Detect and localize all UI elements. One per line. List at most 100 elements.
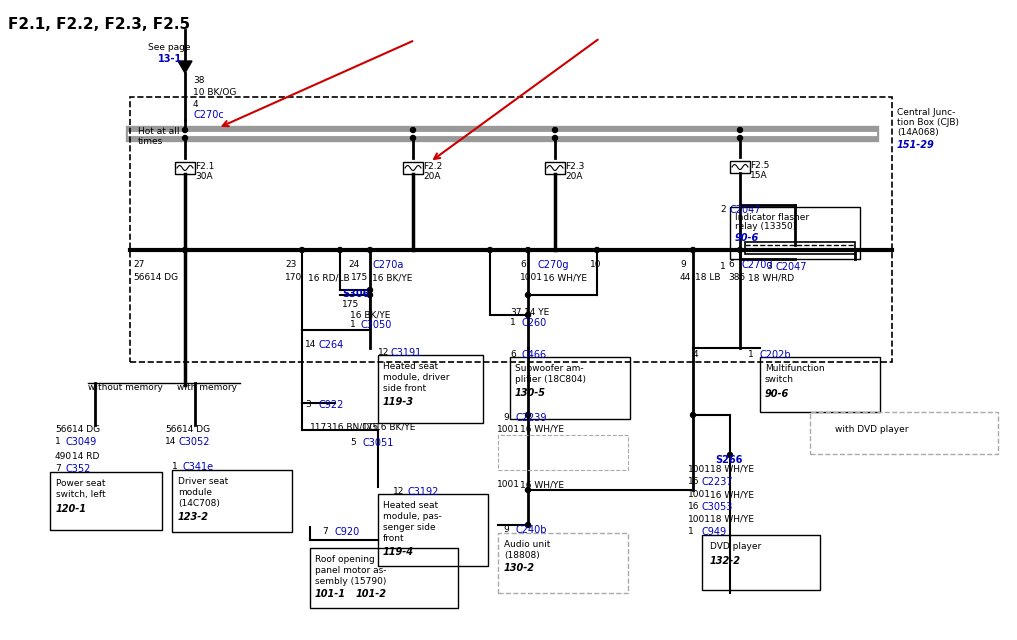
Text: C920: C920 [334, 527, 359, 537]
Bar [175, 162, 195, 174]
Text: 175: 175 [362, 423, 379, 432]
Text: switch: switch [765, 375, 794, 384]
Text: 101-2: 101-2 [356, 589, 387, 599]
Text: 3: 3 [305, 400, 311, 409]
Text: Power seat: Power seat [56, 479, 106, 488]
Text: (14A068): (14A068) [897, 128, 939, 137]
Text: C341e: C341e [182, 462, 214, 472]
Text: C3053: C3053 [702, 502, 733, 512]
Text: side front: side front [383, 384, 426, 393]
Text: Multifunction: Multifunction [765, 364, 825, 373]
Text: 6: 6 [510, 350, 516, 359]
Text: C3052: C3052 [178, 437, 210, 447]
Bar [403, 162, 423, 174]
Circle shape [367, 292, 372, 298]
Polygon shape [178, 61, 192, 73]
Text: C949: C949 [702, 527, 727, 537]
Text: 151-29: 151-29 [897, 140, 935, 150]
Text: 14 DG: 14 DG [182, 425, 211, 434]
Text: Central Junc-: Central Junc- [897, 108, 955, 117]
Text: 14 DG: 14 DG [149, 273, 178, 282]
Text: 1001: 1001 [687, 515, 711, 524]
Text: 18 LB: 18 LB [695, 273, 720, 282]
Text: F2.5: F2.5 [750, 161, 770, 170]
Text: with memory: with memory [177, 383, 237, 392]
Bar [172, 470, 292, 532]
Text: 16: 16 [687, 502, 700, 511]
Text: 1: 1 [510, 318, 516, 327]
Text: C270c: C270c [193, 110, 224, 120]
Text: 3: 3 [766, 262, 772, 271]
Circle shape [737, 136, 742, 141]
Text: 1: 1 [55, 437, 61, 446]
Text: 14: 14 [305, 340, 316, 349]
Text: plifier (18C804): plifier (18C804) [515, 375, 586, 384]
Bar [498, 533, 629, 593]
Text: 1173: 1173 [310, 423, 333, 432]
Circle shape [737, 248, 742, 253]
Text: 16 BK/YE: 16 BK/YE [350, 310, 391, 319]
Text: 1001: 1001 [687, 465, 711, 474]
Circle shape [691, 413, 696, 417]
Text: 130-5: 130-5 [515, 388, 546, 398]
Text: 9: 9 [680, 260, 685, 269]
Text: F2.1: F2.1 [195, 162, 215, 171]
Text: switch, left: switch, left [56, 490, 106, 499]
Bar [498, 435, 629, 470]
Text: C2047: C2047 [776, 262, 807, 272]
Text: sembly (15790): sembly (15790) [315, 577, 386, 586]
Text: F2.2: F2.2 [423, 162, 442, 171]
Text: Heated seat: Heated seat [383, 501, 438, 510]
Circle shape [691, 248, 696, 253]
Text: tion Box (CJB): tion Box (CJB) [897, 118, 959, 127]
Text: 1: 1 [720, 262, 726, 271]
Bar [760, 357, 880, 412]
Text: 13-1: 13-1 [158, 54, 182, 64]
Text: C270d: C270d [742, 260, 774, 270]
Bar [130, 97, 892, 362]
Text: C3049: C3049 [65, 437, 97, 447]
Text: 1001: 1001 [687, 490, 711, 499]
Text: 2: 2 [720, 205, 725, 214]
Text: 4: 4 [193, 100, 198, 109]
Text: 14 RD: 14 RD [72, 452, 100, 461]
Bar [730, 207, 860, 259]
Text: module, pas-: module, pas- [383, 512, 441, 521]
Bar [378, 494, 488, 566]
Text: C3191: C3191 [390, 348, 421, 358]
Text: 120-1: 120-1 [56, 504, 87, 514]
Circle shape [182, 136, 187, 141]
Circle shape [526, 312, 531, 317]
Circle shape [182, 248, 187, 253]
Text: 90-6: 90-6 [765, 389, 789, 399]
Circle shape [595, 248, 599, 253]
Text: 14 YE: 14 YE [524, 308, 549, 317]
Text: 10 BK/OG: 10 BK/OG [193, 87, 236, 96]
Text: C240b: C240b [515, 525, 546, 535]
Bar [310, 548, 458, 608]
Text: 27: 27 [133, 260, 144, 269]
Text: C922: C922 [318, 400, 344, 410]
Text: (14C708): (14C708) [178, 499, 220, 508]
Text: 566: 566 [55, 425, 72, 434]
Circle shape [526, 248, 531, 253]
Text: C260: C260 [522, 318, 547, 328]
Text: 20A: 20A [565, 172, 583, 181]
Text: 16 RD/LB: 16 RD/LB [308, 273, 350, 282]
Text: C270g: C270g [537, 260, 569, 270]
Text: Heated seat: Heated seat [383, 362, 438, 371]
Text: module: module [178, 488, 212, 497]
Text: 16 BK/YE: 16 BK/YE [375, 423, 415, 432]
Text: 90-6: 90-6 [735, 233, 760, 243]
Text: 490: 490 [55, 452, 72, 461]
Text: DVD player: DVD player [710, 542, 762, 551]
Text: 1: 1 [747, 350, 754, 359]
Text: 566: 566 [165, 425, 182, 434]
Text: F2.1, F2.2, F2.3, F2.5: F2.1, F2.2, F2.3, F2.5 [8, 17, 190, 32]
Text: 16 WH/YE: 16 WH/YE [710, 490, 754, 499]
Text: 38: 38 [193, 76, 204, 85]
Text: 16 BK/YE: 16 BK/YE [372, 273, 412, 282]
Circle shape [411, 127, 416, 132]
Text: 385: 385 [728, 273, 745, 282]
Text: Driver seat: Driver seat [178, 477, 228, 486]
